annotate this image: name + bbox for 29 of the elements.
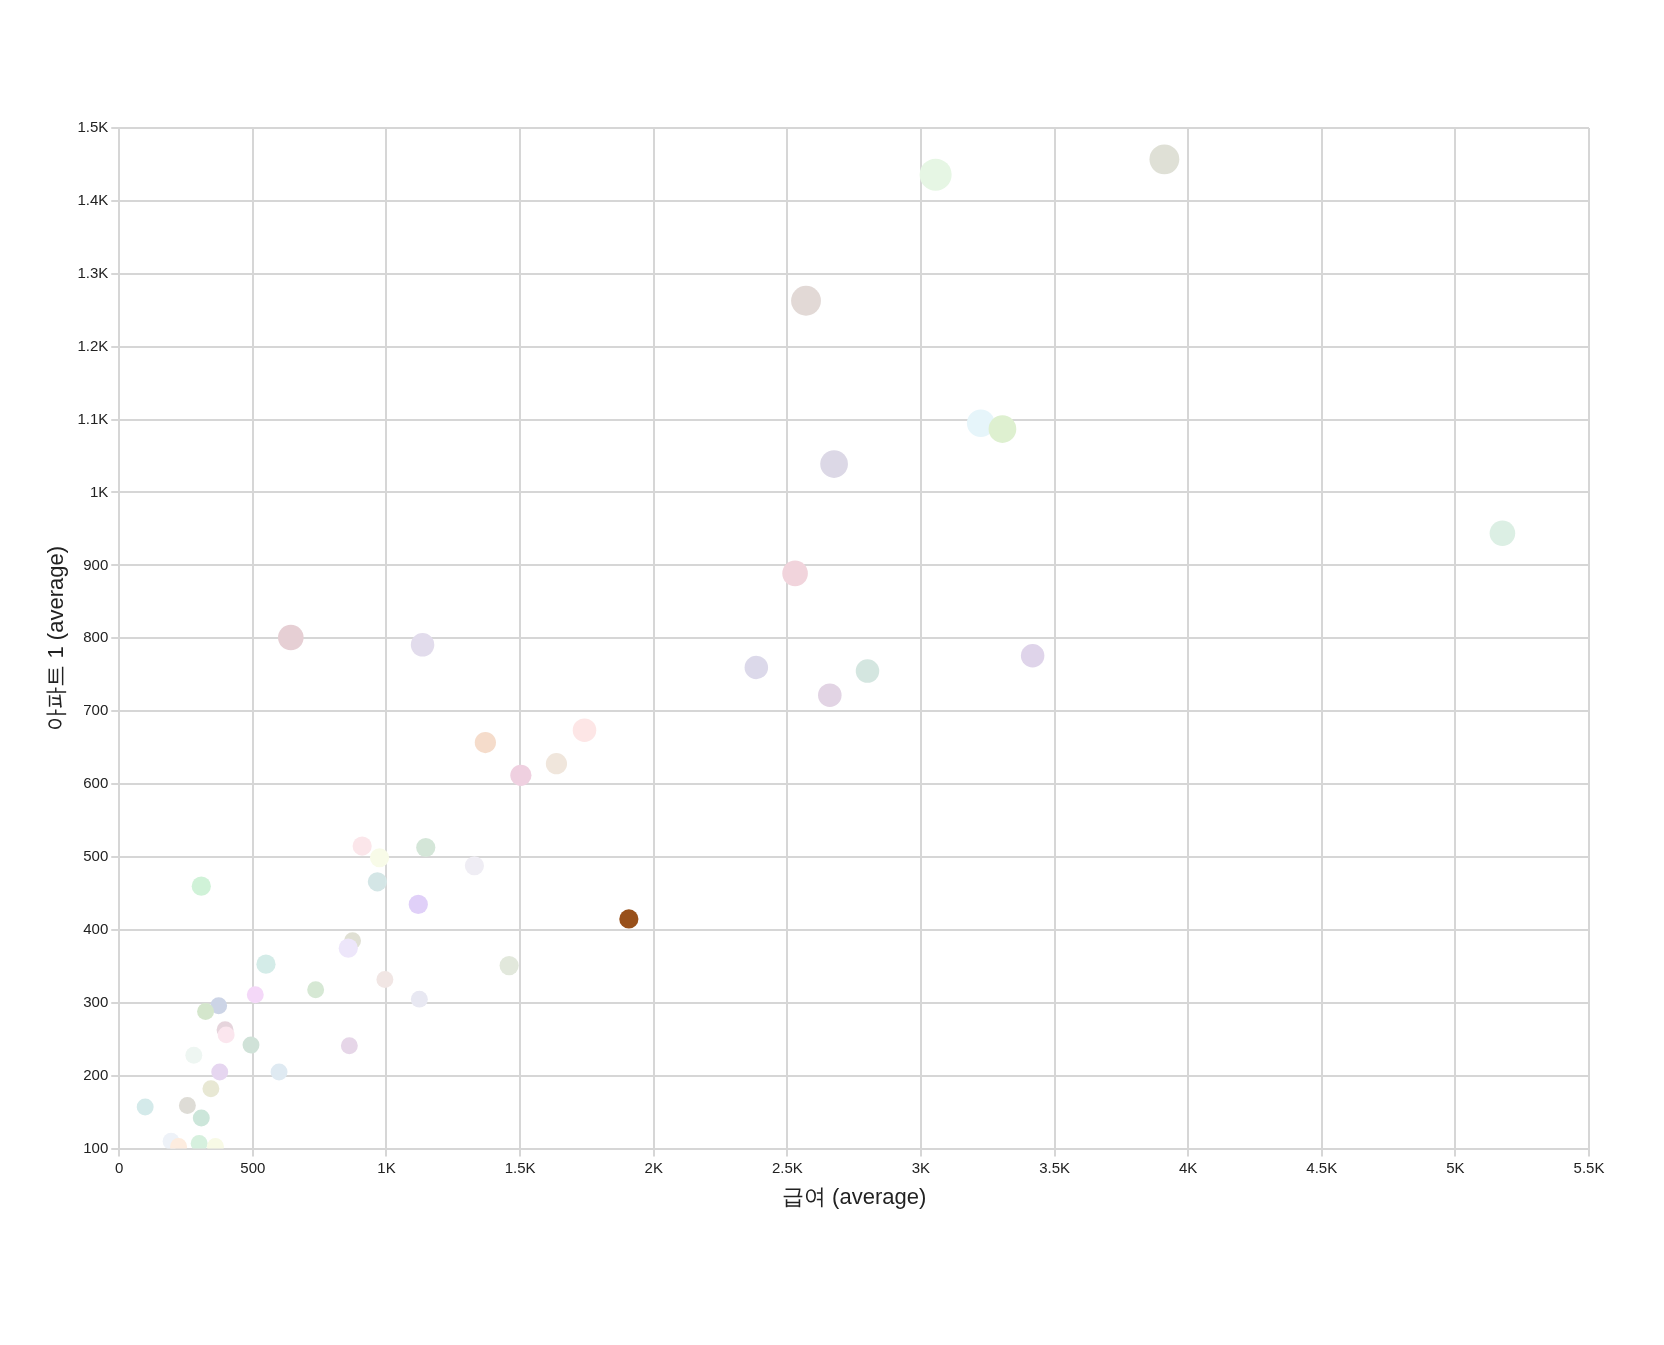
y-tick-label: 900: [83, 555, 109, 573]
y-tick-label: 300: [83, 992, 109, 1010]
y-axis-title: 아파트 1 (average): [43, 545, 69, 731]
x-tick-label: 2.5K: [771, 1158, 803, 1176]
x-tick-label: 5.5K: [1573, 1158, 1605, 1176]
y-tick-label: 1.4K: [77, 191, 109, 209]
y-tick-label: 500: [83, 847, 109, 865]
x-tick-label: 3K: [911, 1158, 931, 1176]
x-tick-label: 1.5K: [504, 1158, 536, 1176]
y-tick-label: 1.2K: [77, 336, 109, 354]
x-tick-label: 1K: [377, 1158, 396, 1176]
x-tick-label: 500: [240, 1158, 266, 1176]
x-axis-title: 급여 (average): [781, 1183, 927, 1209]
y-tick-label: 1.5K: [77, 118, 109, 136]
x-tick-label: 5K: [1446, 1158, 1465, 1176]
x-tick-label: 0: [115, 1158, 124, 1176]
x-tick-label: 2K: [644, 1158, 663, 1176]
y-tick-label: 200: [83, 1065, 109, 1083]
y-tick-label: 600: [83, 774, 109, 792]
y-tick-label: 400: [83, 920, 109, 938]
y-tick-label: 700: [83, 701, 109, 719]
y-tick-label: 100: [83, 1138, 109, 1156]
y-tick-label: 1K: [89, 482, 109, 500]
x-tick-label: 4K: [1178, 1158, 1198, 1176]
y-tick-label: 1.3K: [77, 263, 109, 281]
x-tick-label: 3.5K: [1039, 1158, 1070, 1176]
y-tick-label: 800: [83, 628, 109, 646]
x-tick-label: 4.5K: [1306, 1158, 1338, 1176]
y-tick-label: 1.1K: [77, 409, 109, 427]
